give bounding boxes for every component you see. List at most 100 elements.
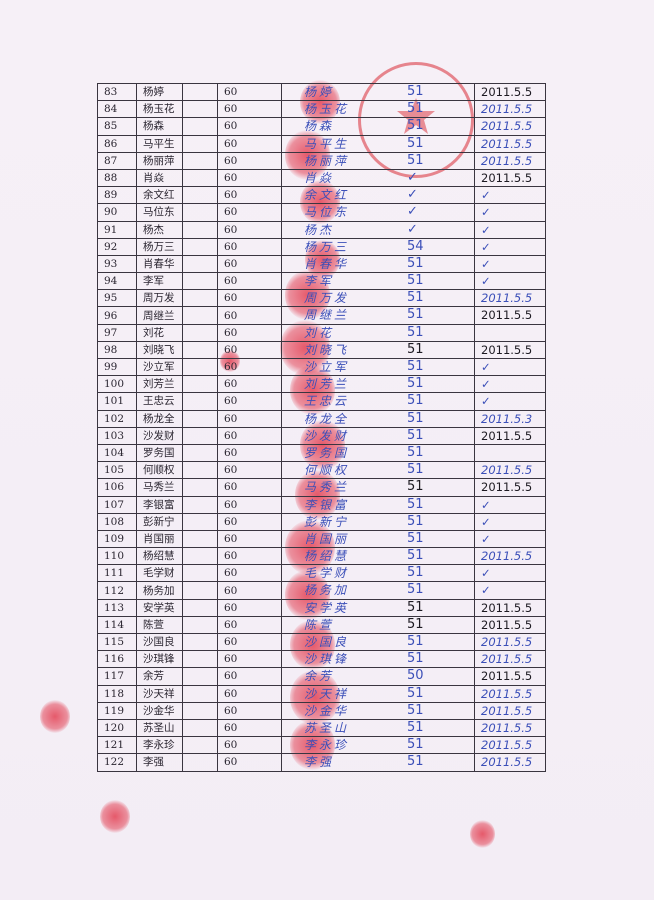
person-name: 马位东 [136,203,183,222]
signature-cell: 马秀兰 51 [281,478,475,497]
signature-cell: 安学英 51 [281,598,475,617]
person-name: 杨龙全 [136,409,183,428]
handwritten-date: 2011.5.5 [481,308,533,323]
handwritten-date: ✓ [481,188,491,203]
table-row: 111 毛学财 60 毛学财 51 ✓ [97,564,546,583]
handwritten-amount: 51 [407,685,424,701]
handwritten-signature: 彭新宁 [304,514,350,529]
table-row: 87 杨丽萍 60 杨丽萍 51 2011.5.5 [97,151,546,170]
signature-cell: 刘花 51 [281,323,475,342]
row-number: 119 [97,701,137,720]
standard-amount: 60 [217,117,282,136]
date-cell: 2011.5.5 [474,547,546,566]
handwritten-date: 2011.5.5 [481,686,533,701]
row-number: 122 [97,753,137,772]
person-name: 杨务加 [136,581,183,600]
signature-cell: 周继兰 51 [281,306,475,325]
signature-cell: 杨万三 54 [281,237,475,256]
standard-amount: 60 [217,82,282,102]
table-row: 85 杨森 60 杨森 51 2011.5.5 [97,117,546,136]
handwritten-amount: 51 [407,444,424,460]
handwritten-amount: 51 [407,565,424,581]
handwritten-amount: 51 [407,427,424,443]
date-cell: ✓ [474,203,546,222]
standard-amount: 60 [217,512,282,531]
handwritten-date: ✓ [481,256,491,271]
standard-amount: 60 [217,323,282,342]
standard-amount: 60 [217,168,282,188]
standard-amount: 60 [217,598,282,617]
handwritten-signature: 刘芳兰 [304,377,350,392]
date-cell: 2011.5.5 [474,426,546,445]
handwritten-signature: 杨森 [304,119,335,134]
table-row: 100 刘芳兰 60 刘芳兰 51 ✓ [97,375,546,394]
row-number: 102 [97,409,137,428]
date-cell: 2011.5.5 [474,650,546,669]
handwritten-signature: 肖春华 [304,256,350,271]
table-row: 89 余文红 60 余文红 ✓ ✓ [97,186,546,205]
row-number: 103 [97,426,137,445]
handwritten-amount: 51 [407,599,424,615]
person-name: 肖焱 [136,168,183,188]
row-number: 110 [97,547,137,566]
standard-amount: 60 [217,186,282,205]
row-number: 120 [97,718,137,738]
empty-cell [182,684,218,703]
handwritten-amount: 51 [407,462,424,478]
standard-amount: 60 [217,254,282,274]
table-row: 105 何顺权 60 何顺权 51 2011.5.5 [97,461,546,480]
table-row: 119 沙金华 60 沙金华 51 2011.5.5 [97,701,546,720]
row-number: 104 [97,443,137,463]
handwritten-amount: 51 [407,754,424,770]
handwritten-amount: 51 [407,273,424,289]
standard-amount: 60 [217,100,282,119]
handwritten-amount: 51 [407,530,424,546]
handwritten-date: ✓ [481,205,491,220]
standard-amount: 60 [217,650,282,669]
handwritten-amount: 51 [407,393,424,409]
person-name: 李银富 [136,495,183,514]
handwritten-signature: 余芳 [304,669,335,684]
table-row: 116 沙琪锋 60 沙琪锋 51 2011.5.5 [97,650,546,669]
handwritten-signature: 安学英 [304,600,350,615]
person-name: 马秀兰 [136,478,183,497]
signature-cell: 王忠云 51 [281,392,475,411]
handwritten-date: 2011.5.5 [481,136,533,151]
person-name: 肖春华 [136,254,183,274]
handwritten-signature: 肖国丽 [304,531,350,546]
handwritten-signature: 余文红 [304,188,350,203]
person-name: 李强 [136,753,183,772]
handwritten-amount: ✓ [407,204,418,220]
date-cell: 2011.5.5 [474,461,546,480]
person-name: 李军 [136,272,183,291]
empty-cell [182,151,218,170]
handwritten-signature: 沙国良 [304,635,350,649]
table-row: 98 刘晓飞 60 刘晓飞 51 2011.5.5 [97,340,546,360]
date-cell: 2011.5.5 [474,306,546,325]
handwritten-amount: 51 [407,496,424,512]
standard-amount: 60 [217,426,282,445]
handwritten-signature: 杨玉花 [304,102,350,117]
empty-cell [182,392,218,411]
handwritten-signature: 毛学财 [304,566,350,581]
standard-amount: 60 [217,272,282,291]
empty-cell [182,547,218,566]
row-number: 90 [97,203,137,222]
handwritten-signature: 沙发财 [304,428,350,443]
handwritten-signature: 肖焱 [304,170,335,185]
table-row: 122 李强 60 李强 51 2011.5.5 [97,753,546,772]
handwritten-date: 2011.5.5 [481,102,533,117]
table-row: 112 杨务加 60 杨务加 51 ✓ [97,581,546,600]
date-cell: ✓ [474,272,546,291]
person-name: 沙琪锋 [136,650,183,669]
handwritten-date: ✓ [481,222,491,237]
handwritten-amount: 51 [407,84,424,99]
date-cell: 2011.5.5 [474,753,546,772]
handwritten-signature: 沙琪锋 [304,652,350,667]
table-row: 99 沙立军 60 沙立军 51 ✓ [97,357,546,377]
handwritten-signature: 周万发 [304,291,350,306]
row-number: 91 [97,220,137,239]
person-name: 王忠云 [136,392,183,411]
row-number: 118 [97,684,137,703]
signature-cell: 沙琪锋 51 [281,650,475,669]
